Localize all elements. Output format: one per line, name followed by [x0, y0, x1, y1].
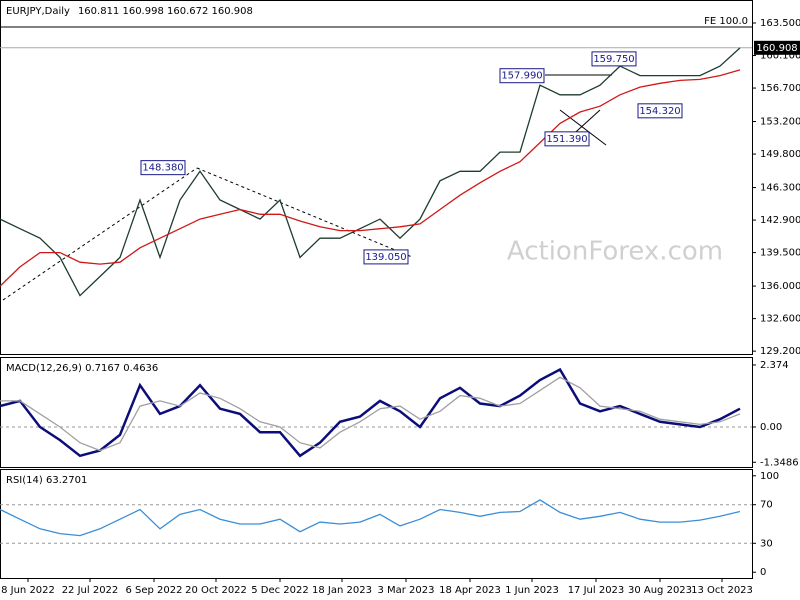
annotation-box	[591, 51, 637, 67]
x-tick-label: 22 Jul 2022	[62, 585, 119, 596]
y-tick-label: 163.500	[760, 18, 800, 29]
channel-line	[559, 109, 607, 146]
y-tick-label: 136.000	[760, 281, 800, 292]
annotation-box	[363, 249, 409, 265]
y-tick-label: 132.600	[760, 314, 800, 325]
y-tick-label: 156.700	[760, 83, 800, 94]
annotation-label: 157.990	[501, 71, 542, 82]
y-tick-label: 0.00	[760, 422, 782, 433]
y-tick-label: 30	[760, 538, 773, 549]
y-tick-label: 70	[760, 500, 773, 511]
y-tick-label: 146.300	[760, 183, 800, 194]
panel-title: MACD(12,26,9) 0.7167 0.4636	[6, 363, 158, 374]
panel-title: EURJPY,Daily	[6, 6, 70, 17]
x-tick-label: 30 Aug 2023	[628, 585, 692, 596]
series-line	[0, 367, 741, 458]
y-tick-label: 139.500	[760, 248, 800, 259]
x-tick-label: 3 Mar 2023	[377, 585, 434, 596]
annotation-label: 159.750	[593, 54, 634, 65]
x-tick-label: 6 Sep 2022	[125, 585, 182, 596]
x-tick-label: 1 Jun 2023	[505, 585, 559, 596]
x-tick-label: 18 Jan 2023	[312, 585, 372, 596]
annotation-box	[140, 160, 186, 176]
y-tick-label: 160.100	[760, 51, 800, 62]
annotation-box	[544, 131, 590, 147]
y-tick-label: 100	[760, 471, 779, 482]
annotation-label: 151.390	[546, 134, 587, 145]
series-line	[0, 69, 741, 287]
price-tag-label: 160.908	[756, 43, 797, 54]
trend-line	[196, 167, 413, 258]
fe-label: FE 100.0	[704, 16, 748, 27]
y-tick-label: 2.374	[760, 360, 789, 371]
y-tick-label: 142.900	[760, 215, 800, 226]
panel-subtitle: 160.811 160.998 160.672 160.908	[78, 6, 253, 17]
y-tick-label: 149.800	[760, 149, 800, 160]
annotation-label: 154.320	[639, 106, 680, 117]
rsi-panel-frame	[0, 469, 753, 579]
y-tick-label: 129.200	[760, 346, 800, 357]
annotation-box	[637, 103, 683, 119]
y-tick-label: 0	[760, 567, 766, 578]
macd-panel-frame	[0, 357, 753, 468]
series-line	[0, 376, 741, 452]
price-tag	[754, 40, 800, 55]
x-tick-label: 5 Dec 2022	[251, 585, 309, 596]
annotation-label: 148.380	[142, 163, 183, 174]
x-tick-label: 17 Jul 2023	[568, 585, 625, 596]
x-tick-label: 18 Apr 2023	[439, 585, 501, 596]
price-panel-frame	[0, 0, 753, 355]
series-line	[0, 47, 741, 297]
annotation-box	[499, 68, 545, 84]
series-line	[0, 499, 741, 537]
y-tick-label: 153.200	[760, 117, 800, 128]
annotation-label: 139.050	[365, 252, 406, 263]
panel-title: RSI(14) 63.2701	[6, 475, 87, 486]
x-tick-label: 13 Oct 2023	[691, 585, 753, 596]
x-tick-label: 8 Jun 2022	[1, 585, 55, 596]
y-tick-label: -1.3486	[760, 457, 799, 468]
x-tick-label: 20 Oct 2022	[185, 585, 247, 596]
watermark: ActionForex.com	[507, 237, 723, 267]
